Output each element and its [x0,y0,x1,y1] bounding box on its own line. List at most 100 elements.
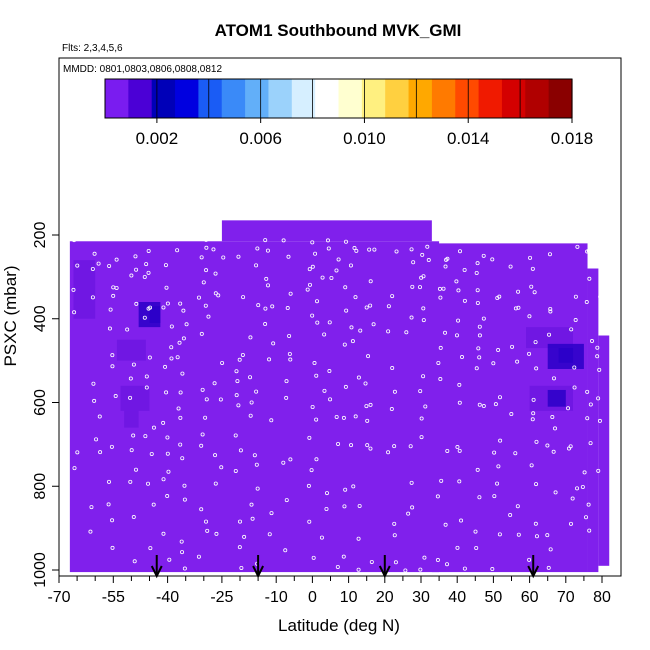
x-tick-label: -55 [102,589,125,606]
sample-point [196,554,201,559]
sample-point [181,308,186,313]
sample-point [596,468,601,473]
sample-point [435,558,440,563]
sample-point [234,369,239,374]
sample-point [386,450,391,455]
sample-point [459,355,464,360]
sample-point [364,404,369,409]
sample-point [265,248,270,253]
sample-point [236,254,241,259]
sample-point [439,478,444,483]
sample-point [128,395,133,400]
sample-point [248,413,253,418]
colorbar-segment [385,79,410,118]
sample-point [342,504,347,509]
sample-point [508,264,513,269]
sample-point [161,305,166,310]
sample-point [111,285,116,290]
sample-point [409,247,414,252]
sample-point [336,257,341,262]
sample-point [263,306,268,311]
sample-point [146,248,151,253]
sample-point [496,464,501,469]
sample-point [163,263,168,268]
colorbar-ticks: 0.002 0.006 0.010 0.014 0.018 [136,118,593,148]
sample-point [131,433,136,438]
sample-point [146,270,151,275]
sample-point [151,425,156,430]
sample-point [403,568,408,573]
sample-point [270,304,275,309]
sample-point [213,271,218,276]
sample-point [319,535,324,540]
sample-point [588,441,593,446]
sample-point [477,324,482,329]
sample-point [307,435,312,440]
sample-point [169,324,174,329]
sample-point [352,246,357,251]
sample-point [110,364,115,369]
sample-point [531,397,536,402]
sample-point [410,505,415,510]
sample-point [551,449,556,454]
y-tick-label: 600 [32,389,49,416]
sample-point [475,300,480,305]
sample-point [113,394,118,399]
sample-point [575,237,580,242]
x-tick-label: -10 [265,589,288,606]
sample-point [107,263,112,268]
sample-point [213,453,218,458]
sample-point [528,255,533,260]
sample-point [475,467,480,472]
sample-point [334,268,339,273]
sample-point [288,357,293,362]
chart-title: ATOM1 Southbound MVK_GMI [215,21,462,40]
sample-point [111,293,116,298]
sample-point [568,521,573,526]
sample-point [474,545,479,550]
sample-point [269,511,274,516]
sample-point [263,322,268,327]
field-anomaly [120,385,150,411]
sample-point [509,412,514,417]
sample-point [214,531,219,536]
sample-point [572,385,577,390]
sample-point [341,554,346,559]
sample-point [72,310,77,315]
sample-point [481,404,486,409]
sample-point [327,369,332,374]
field-anomaly [124,410,139,428]
sample-point [204,519,209,524]
colorbar-segment [175,79,199,118]
sample-point [585,416,590,421]
x-tick-label: 60 [521,589,539,606]
sample-point [254,389,259,394]
sample-point [369,559,374,564]
sample-point [263,238,268,243]
sample-point [534,439,539,444]
plot-frame [58,57,622,577]
sample-points [71,237,604,573]
sample-point [314,373,319,378]
colorbar-segment [105,79,129,118]
sample-point [516,289,521,294]
sample-point [343,384,348,389]
sample-point [114,257,119,262]
colorbar-tick-label: 0.006 [239,129,282,148]
sample-point [199,331,204,336]
sample-point [163,364,168,369]
sample-point [545,443,550,448]
sample-point [320,275,325,280]
sample-point [372,247,377,252]
sample-point [306,483,311,488]
sample-point [457,400,462,405]
sample-point [348,263,353,268]
field-block [598,335,610,566]
sample-point [212,381,217,386]
sample-point [530,417,535,422]
sample-point [598,248,603,253]
sample-point [497,294,502,299]
sample-point [219,465,224,470]
sample-point [182,497,187,502]
sample-point [371,322,376,327]
